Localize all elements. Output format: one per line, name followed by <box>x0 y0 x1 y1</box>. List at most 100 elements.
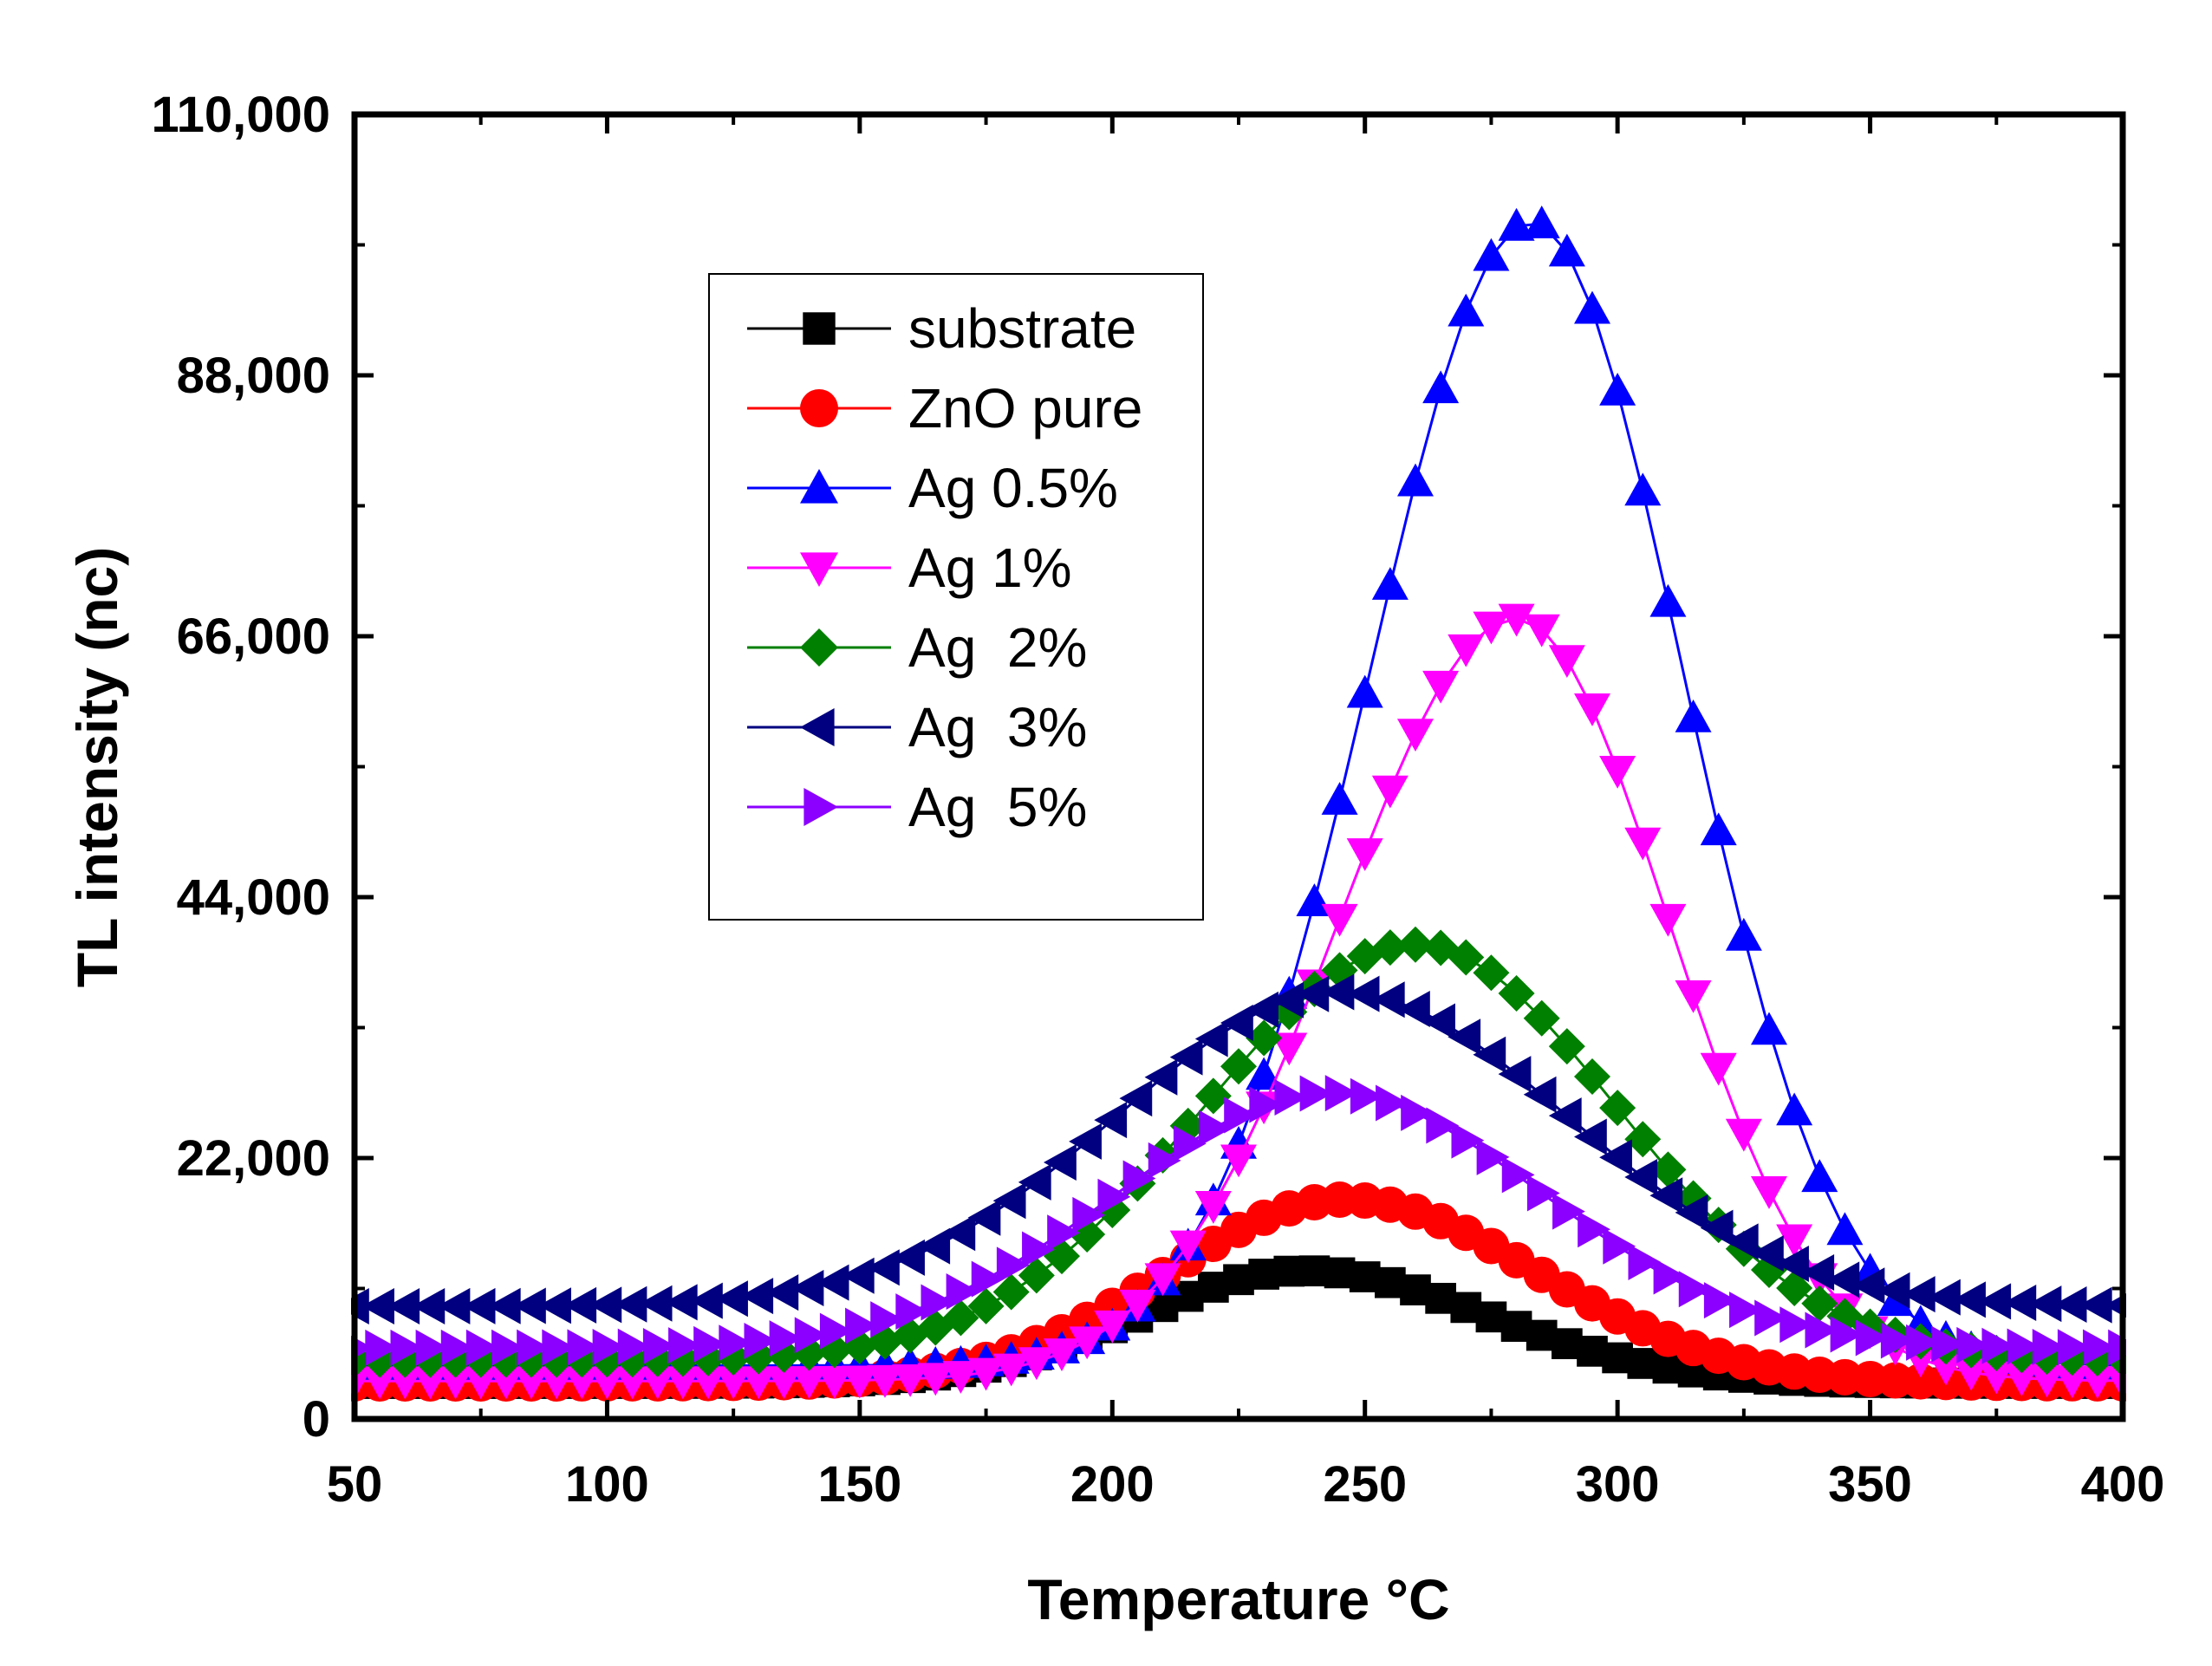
data-point <box>639 1285 673 1322</box>
data-point <box>1122 1160 1156 1197</box>
data-point <box>513 1287 546 1324</box>
data-point <box>1371 567 1409 600</box>
data-point <box>744 1323 777 1360</box>
data-point <box>895 1293 929 1331</box>
y-tick-label: 88,000 <box>177 348 330 404</box>
data-point <box>942 1361 979 1394</box>
y-tick-label: 44,000 <box>177 869 330 926</box>
data-point <box>1044 1144 1077 1181</box>
data-point <box>563 1366 601 1400</box>
data-point <box>867 1249 900 1286</box>
data-point <box>1599 1090 1636 1127</box>
data-point <box>1220 1048 1257 1085</box>
data-point <box>816 1365 853 1399</box>
data-point <box>841 1365 878 1399</box>
data-point <box>2057 1329 2091 1366</box>
data-point <box>1119 1289 1156 1323</box>
x-tick-label: 50 <box>327 1456 383 1513</box>
data-point <box>1473 238 1510 271</box>
data-point <box>1751 1012 1787 1045</box>
data-point <box>517 1329 550 1366</box>
data-point <box>1169 1038 1203 1076</box>
data-point <box>1624 472 1662 506</box>
legend: substrate ZnO pure Ag 0.5% Ag 1% Ag 2% Ag 3% A… <box>708 273 1204 921</box>
data-point <box>1346 838 1383 871</box>
data-point <box>1675 699 1712 732</box>
data-point <box>1624 1158 1658 1195</box>
data-point <box>1321 782 1358 815</box>
data-point <box>1069 1123 1102 1160</box>
data-point <box>1094 1310 1131 1344</box>
data-point <box>412 1366 449 1400</box>
data-point <box>996 1246 1030 1284</box>
data-point <box>1599 1139 1632 1176</box>
data-point <box>1401 1094 1434 1131</box>
legend-marker <box>800 628 838 667</box>
data-point <box>1548 1028 1585 1065</box>
y-tick-label: 110,000 <box>152 87 330 143</box>
data-point <box>1675 979 1712 1013</box>
x-tick-label: 100 <box>565 1456 649 1513</box>
data-point <box>1931 1325 1964 1363</box>
data-point <box>1649 583 1687 617</box>
data-point <box>642 1327 676 1364</box>
series-ag-1- <box>351 603 2126 1400</box>
data-point <box>769 1320 803 1357</box>
data-point <box>1397 991 1430 1028</box>
legend-marker <box>803 312 836 345</box>
data-point <box>487 1366 524 1400</box>
data-point <box>2079 1286 2112 1324</box>
data-point <box>1649 903 1687 937</box>
data-point <box>790 1366 828 1399</box>
y-axis-title: TL intensity (nc) <box>65 547 129 987</box>
data-point <box>664 1366 701 1400</box>
legend-label: Ag 5% <box>908 776 1087 838</box>
data-point <box>589 1286 622 1324</box>
x-tick-label: 200 <box>1070 1456 1155 1513</box>
x-tick-labels: 50 100 150 200 250 300 350 400 <box>327 1456 2165 1513</box>
data-point <box>1094 1102 1128 1139</box>
axis-ticks <box>352 112 2125 1422</box>
x-tick-label: 350 <box>1828 1456 1912 1513</box>
data-point <box>538 1287 571 1324</box>
data-point <box>1246 1019 1283 1057</box>
legend-label: substrate <box>908 297 1136 360</box>
data-point <box>1953 1357 1990 1391</box>
data-point <box>1978 1283 2012 1320</box>
data-point <box>1578 1211 1610 1248</box>
data-point <box>1523 205 1560 238</box>
data-point <box>387 1287 420 1324</box>
data-point <box>487 1287 521 1324</box>
data-point <box>1603 1227 1636 1265</box>
data-point <box>1246 991 1278 1028</box>
data-point <box>1448 293 1485 327</box>
data-point <box>1274 1079 1308 1116</box>
data-point <box>967 1287 1005 1324</box>
data-point <box>1628 1243 1662 1280</box>
data-point <box>1169 1230 1207 1264</box>
data-point <box>690 1366 726 1400</box>
data-point <box>2003 1284 2037 1321</box>
data-point <box>1902 1276 1936 1313</box>
data-point <box>1018 1163 1051 1201</box>
data-point <box>542 1329 576 1366</box>
data-point <box>1776 1224 1813 1258</box>
series-layer <box>351 205 2126 1402</box>
data-point <box>1703 1282 1737 1319</box>
data-point <box>1523 999 1560 1037</box>
data-point <box>1271 981 1304 1018</box>
series-ag-3- <box>351 973 2126 1325</box>
data-point <box>1044 1338 1080 1371</box>
data-point <box>946 1272 979 1310</box>
data-point <box>917 1227 951 1265</box>
data-point <box>917 1363 954 1396</box>
data-point <box>462 1287 496 1324</box>
data-point <box>513 1366 550 1400</box>
legend-item: Ag 0.5% <box>747 457 1118 519</box>
y-tick-labels: 0 22,000 44,000 66,000 88,000 110,000 <box>152 87 330 1448</box>
data-point <box>1246 1057 1283 1090</box>
data-point <box>892 1239 925 1276</box>
data-point <box>992 1182 1026 1220</box>
data-point <box>1346 975 1380 1012</box>
